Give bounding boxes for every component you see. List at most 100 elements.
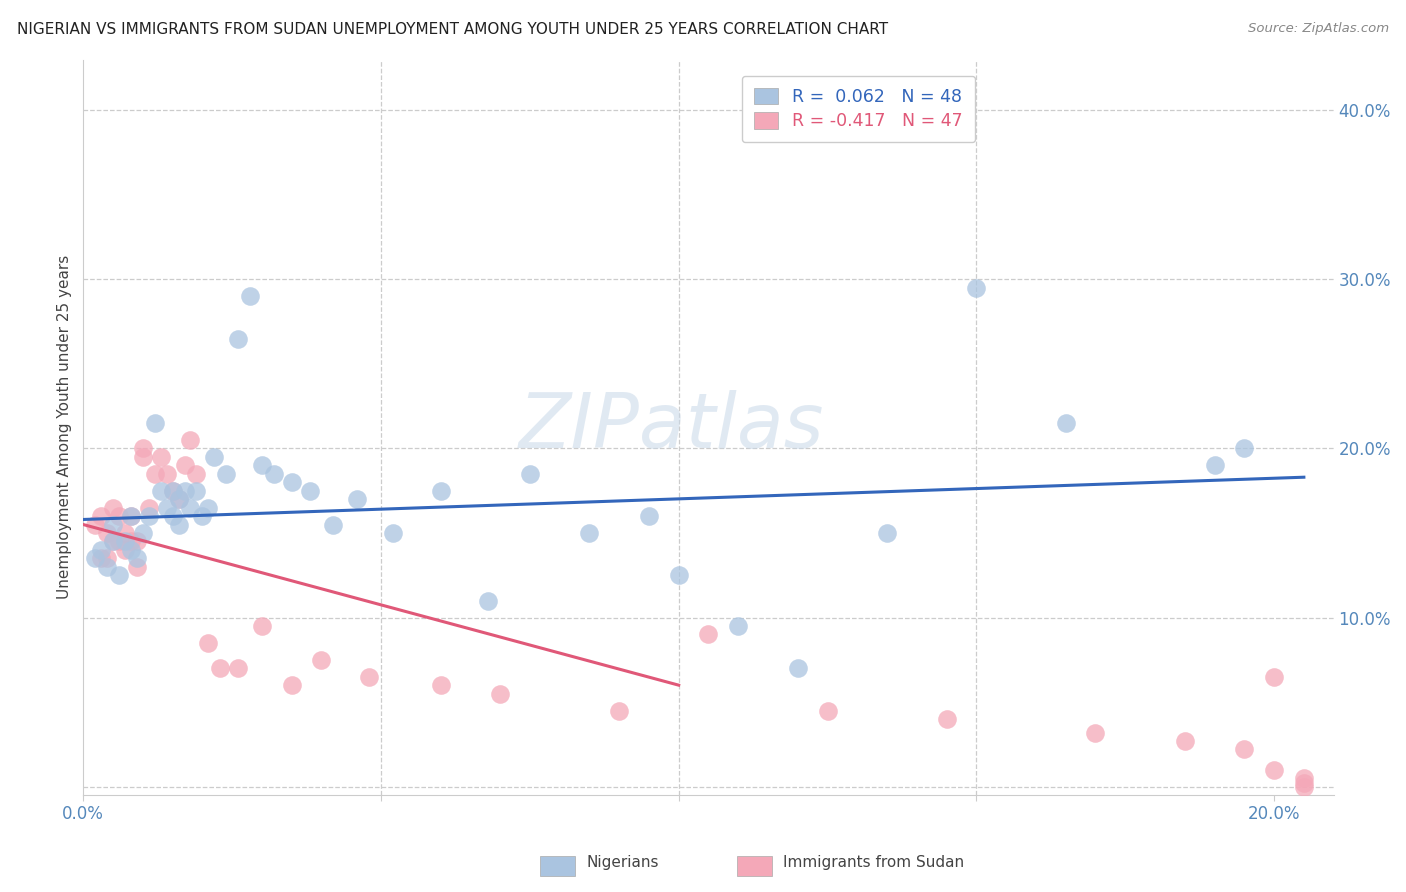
Point xyxy=(263,467,285,481)
Point xyxy=(1292,771,1315,785)
Point xyxy=(132,450,155,464)
Point xyxy=(125,534,148,549)
Point xyxy=(607,704,630,718)
Point xyxy=(250,619,273,633)
Point xyxy=(202,450,225,464)
Point xyxy=(727,619,749,633)
Point xyxy=(179,500,201,515)
Point xyxy=(101,500,124,515)
Point xyxy=(209,661,232,675)
Point xyxy=(114,534,136,549)
Point xyxy=(1292,780,1315,794)
Point xyxy=(173,483,195,498)
Point xyxy=(1263,763,1285,777)
Point xyxy=(167,492,190,507)
Point xyxy=(84,551,107,566)
Point xyxy=(250,458,273,473)
Point xyxy=(167,492,190,507)
Legend: R =  0.062   N = 48, R = -0.417   N = 47: R = 0.062 N = 48, R = -0.417 N = 47 xyxy=(742,76,976,143)
Point xyxy=(817,704,839,718)
Point xyxy=(191,509,214,524)
Text: Immigrants from Sudan: Immigrants from Sudan xyxy=(783,855,965,870)
Point xyxy=(346,492,368,507)
Point xyxy=(298,483,321,498)
Point xyxy=(215,467,238,481)
Point xyxy=(120,509,142,524)
Point xyxy=(138,509,160,524)
Point xyxy=(125,559,148,574)
Point xyxy=(1174,734,1197,748)
Point xyxy=(90,542,112,557)
Point xyxy=(197,500,219,515)
Point xyxy=(84,517,107,532)
Point xyxy=(280,475,302,490)
Point xyxy=(90,509,112,524)
Point xyxy=(381,526,404,541)
Point xyxy=(162,483,184,498)
Point xyxy=(786,661,808,675)
Point xyxy=(359,670,381,684)
Point xyxy=(149,450,172,464)
Point xyxy=(638,509,661,524)
Point xyxy=(197,636,219,650)
Point xyxy=(108,534,131,549)
Point xyxy=(965,281,987,295)
Point xyxy=(120,534,142,549)
Point xyxy=(101,534,124,549)
Text: ZIPatlas: ZIPatlas xyxy=(519,391,824,465)
Point xyxy=(1233,442,1256,456)
Point xyxy=(322,517,344,532)
Point xyxy=(173,458,195,473)
Point xyxy=(179,433,201,447)
Point xyxy=(132,526,155,541)
Point xyxy=(429,678,451,692)
Point xyxy=(1292,776,1315,790)
Point xyxy=(138,500,160,515)
Point xyxy=(156,500,179,515)
Point xyxy=(226,661,249,675)
Point xyxy=(125,551,148,566)
Point xyxy=(114,542,136,557)
Point xyxy=(429,483,451,498)
Point xyxy=(96,551,118,566)
Y-axis label: Unemployment Among Youth under 25 years: Unemployment Among Youth under 25 years xyxy=(58,255,72,599)
Point xyxy=(143,467,166,481)
Point xyxy=(519,467,541,481)
Point xyxy=(120,509,142,524)
Point xyxy=(108,509,131,524)
Point xyxy=(101,517,124,532)
Point xyxy=(1233,742,1256,756)
Point xyxy=(149,483,172,498)
Point xyxy=(101,534,124,549)
Point xyxy=(935,712,957,726)
Point xyxy=(132,442,155,456)
Point xyxy=(1263,670,1285,684)
Point xyxy=(697,627,720,641)
Point xyxy=(167,517,190,532)
Point xyxy=(489,687,512,701)
Point xyxy=(96,526,118,541)
Point xyxy=(186,483,208,498)
Point xyxy=(668,568,690,582)
Point xyxy=(96,559,118,574)
Point xyxy=(1084,725,1107,739)
Point xyxy=(114,526,136,541)
Point xyxy=(162,483,184,498)
Text: NIGERIAN VS IMMIGRANTS FROM SUDAN UNEMPLOYMENT AMONG YOUTH UNDER 25 YEARS CORREL: NIGERIAN VS IMMIGRANTS FROM SUDAN UNEMPL… xyxy=(17,22,889,37)
Text: Nigerians: Nigerians xyxy=(586,855,658,870)
Text: Source: ZipAtlas.com: Source: ZipAtlas.com xyxy=(1249,22,1389,36)
Point xyxy=(1204,458,1226,473)
Point xyxy=(162,509,184,524)
Point xyxy=(108,568,131,582)
Point xyxy=(876,526,898,541)
Point xyxy=(239,289,262,303)
Point xyxy=(311,653,333,667)
Point xyxy=(186,467,208,481)
Point xyxy=(1054,416,1077,430)
Point xyxy=(477,593,499,607)
Point xyxy=(90,551,112,566)
Point xyxy=(143,416,166,430)
Point xyxy=(578,526,600,541)
Point xyxy=(156,467,179,481)
Point xyxy=(280,678,302,692)
